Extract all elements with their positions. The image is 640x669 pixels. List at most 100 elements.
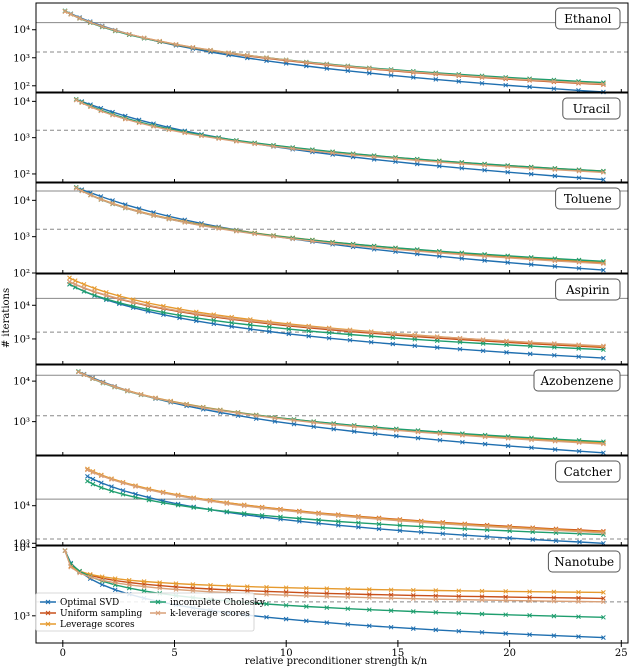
data-point [184,402,189,408]
data-point [126,582,132,588]
data-point [397,528,403,533]
data-point [460,439,465,445]
data-point [482,167,487,173]
data-point [79,100,85,106]
data-point [151,124,156,129]
data-point [440,525,446,531]
data-point [88,192,93,198]
legend-marker [155,599,161,605]
legend-entry: Leverage scores [40,620,135,630]
data-point [505,255,511,261]
data-point [141,579,147,584]
data-point [211,318,217,323]
series-optimal-svd [67,281,606,361]
data-point [345,586,351,592]
data-point [601,177,606,182]
data-point [551,352,557,358]
data-point [303,593,309,599]
data-point [90,481,96,487]
data-point [530,537,536,542]
data-point [157,585,163,591]
data-point [193,315,199,321]
data-point [141,588,147,594]
series-k-leverage-scores [85,467,606,536]
data-point [229,320,235,326]
data-point [456,628,462,634]
data-point [484,524,490,529]
data-point [393,246,398,252]
data-point [410,69,416,75]
data-point [264,55,269,61]
data-point [482,434,488,440]
data-point [116,296,122,302]
data-point [326,330,332,336]
data-point [98,473,104,479]
data-point [601,170,606,175]
data-point [433,77,439,82]
data-point [527,589,532,595]
data-point [528,165,534,171]
series-k-leverage-scores [73,97,606,175]
panel-label: Catcher [564,465,613,479]
data-point [316,517,321,523]
data-point [480,337,486,342]
legend-marker [45,621,51,627]
data-point [311,424,317,430]
data-point [576,634,581,639]
data-point [175,493,181,499]
data-point [414,248,420,254]
data-point [326,326,332,331]
series-line [78,371,604,444]
data-point [244,53,250,58]
data-point [112,576,118,581]
data-point [345,594,351,600]
data-point [306,324,312,330]
data-point [85,478,90,484]
data-point [527,351,533,357]
data-point [296,509,302,515]
data-point [316,511,321,517]
y-tick-label: 10³ [13,539,30,550]
panel-label-box [533,369,621,392]
y-tick-label: 10² [13,169,30,180]
data-point [390,335,396,341]
data-point [366,607,372,613]
data-point [388,72,394,78]
series-line [87,480,604,536]
data-point [98,480,104,486]
data-point [366,66,372,71]
data-point [120,488,126,493]
data-point [356,520,361,526]
data-point [418,529,424,535]
data-point [73,97,79,103]
data-point [99,582,105,588]
data-point [126,31,132,37]
data-point [437,437,443,443]
data-point [576,346,582,351]
data-point [191,505,197,510]
data-point [177,308,182,314]
x-tick-label: 15 [392,648,405,659]
data-point [173,587,179,592]
data-point [303,585,309,591]
data-point [266,324,272,330]
data-point [311,420,317,425]
data-point [433,627,439,633]
data-point [345,621,351,627]
data-point [577,539,582,545]
data-point [350,152,356,158]
data-point [414,158,420,163]
y-tick-label: 10³ [13,232,30,243]
data-point [153,395,158,401]
data-point [161,305,166,311]
data-point [200,405,206,411]
data-point [67,279,72,285]
data-point [85,474,90,479]
data-point [552,447,558,452]
data-point [503,76,509,81]
data-point [601,355,606,361]
legend-label: Leverage scores [60,620,135,630]
series-line [75,187,604,265]
data-point [368,329,374,335]
y-tick-label: 10³ [13,53,30,64]
